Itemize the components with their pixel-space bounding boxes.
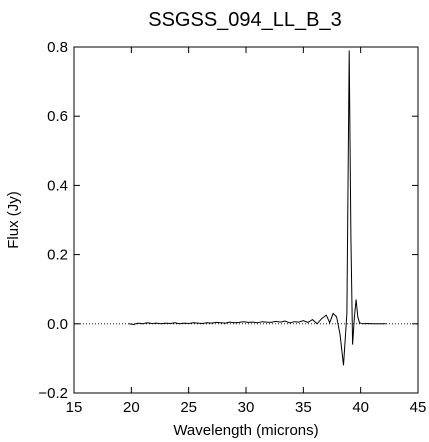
x-tick-label: 35 <box>295 399 312 416</box>
x-tick-label: 45 <box>410 399 427 416</box>
y-tick-label: 0.0 <box>47 316 68 333</box>
y-axis-ticks: −0.2 0.0 0.2 0.4 0.6 0.8 <box>38 39 418 402</box>
y-tick-label: −0.2 <box>38 385 68 402</box>
x-tick-label: 30 <box>238 399 255 416</box>
flux-series-line <box>128 50 386 366</box>
y-tick-label: 0.8 <box>47 39 68 56</box>
x-axis-label: Wavelength (microns) <box>173 422 318 439</box>
y-tick-label: 0.6 <box>47 108 68 125</box>
x-tick-label: 15 <box>66 399 83 416</box>
chart-title: SSGSS_094_LL_B_3 <box>148 9 342 31</box>
x-tick-label: 40 <box>352 399 369 416</box>
y-tick-label: 0.2 <box>47 247 68 264</box>
y-axis-label: Flux (Jy) <box>5 191 22 249</box>
x-tick-label: 25 <box>180 399 197 416</box>
x-axis-ticks: 15 20 25 30 35 40 45 <box>66 47 427 416</box>
y-tick-label: 0.4 <box>47 177 68 194</box>
plot-frame <box>73 46 419 394</box>
x-tick-label: 20 <box>123 399 140 416</box>
